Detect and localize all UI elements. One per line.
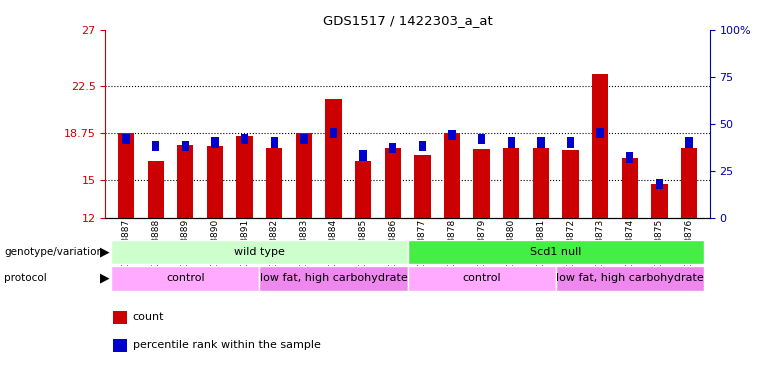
Text: control: control	[166, 273, 204, 284]
Bar	[300, 134, 307, 144]
Bar	[562, 150, 579, 217]
Text: genotype/variation: genotype/variation	[4, 247, 103, 257]
Bar	[118, 133, 134, 218]
Text: percentile rank within the sample: percentile rank within the sample	[133, 340, 321, 350]
Text: count: count	[133, 312, 164, 322]
Bar	[177, 145, 193, 218]
Bar	[330, 128, 337, 138]
Bar	[389, 143, 396, 153]
Bar	[503, 147, 519, 218]
Bar	[592, 74, 608, 217]
Bar	[626, 152, 633, 163]
Bar	[444, 133, 460, 218]
Bar	[537, 137, 544, 148]
Bar	[508, 137, 515, 148]
Bar	[651, 184, 668, 218]
Bar	[122, 134, 129, 144]
Bar	[147, 161, 164, 218]
Bar	[325, 99, 342, 218]
Text: low fat, high carbohydrate: low fat, high carbohydrate	[556, 273, 704, 284]
Bar	[241, 134, 248, 144]
Bar	[597, 128, 604, 138]
Bar	[385, 147, 401, 218]
Bar	[622, 158, 638, 218]
Bar	[112, 240, 408, 264]
Bar	[408, 240, 704, 264]
Bar	[211, 137, 218, 148]
Bar	[414, 155, 431, 218]
Bar	[260, 266, 408, 291]
Bar	[360, 150, 367, 161]
Text: low fat, high carbohydrate: low fat, high carbohydrate	[260, 273, 407, 284]
Bar	[448, 130, 456, 140]
Bar	[296, 133, 312, 218]
Bar	[207, 146, 223, 218]
Bar	[236, 136, 253, 218]
Bar	[567, 137, 574, 148]
Bar	[408, 266, 555, 291]
Bar	[478, 134, 485, 144]
Bar	[533, 147, 549, 218]
Text: control: control	[463, 273, 501, 284]
Title: GDS1517 / 1422303_a_at: GDS1517 / 1422303_a_at	[323, 15, 492, 27]
Bar	[473, 149, 490, 217]
Bar	[419, 141, 426, 152]
Text: Scd1 null: Scd1 null	[530, 247, 581, 257]
Text: ▶: ▶	[100, 246, 109, 258]
Bar	[355, 161, 371, 218]
Bar	[152, 141, 159, 152]
Bar	[182, 141, 189, 152]
Bar	[266, 147, 282, 218]
Bar	[681, 147, 697, 218]
Text: ▶: ▶	[100, 272, 109, 285]
Text: protocol: protocol	[4, 273, 47, 283]
Bar	[112, 266, 260, 291]
Bar	[555, 266, 704, 291]
Text: wild type: wild type	[234, 247, 285, 257]
Bar	[271, 137, 278, 148]
Bar	[656, 178, 663, 189]
Bar	[686, 137, 693, 148]
